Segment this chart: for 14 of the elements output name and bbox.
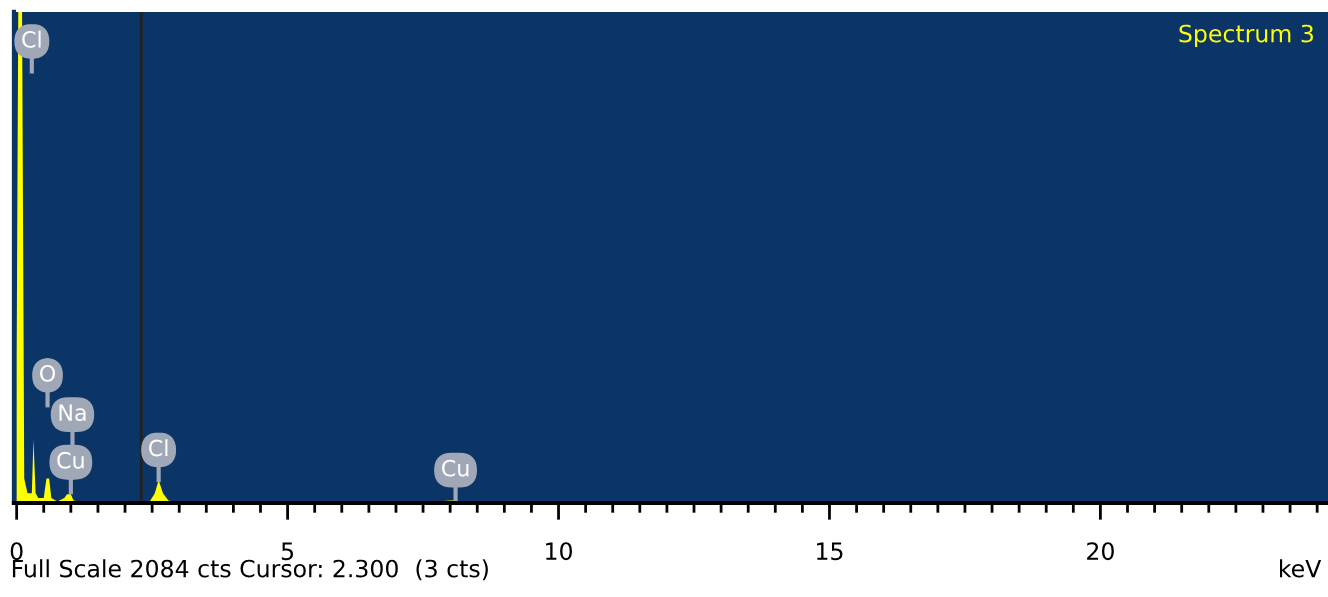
annotation: Cl xyxy=(22,30,41,48)
text: Spectrum 3 xyxy=(1179,24,1313,48)
annotation: Cu xyxy=(442,459,469,477)
annotation: Cl xyxy=(149,439,168,457)
annotation: Cu xyxy=(57,451,84,469)
x-tick-label: 10 xyxy=(546,542,572,561)
annotation: O xyxy=(40,364,56,382)
annotation: Na xyxy=(59,404,86,422)
text: Full Scale 2084 cts Cursor: 2.300 (3 cts) xyxy=(12,559,488,581)
x-tick-label: 20 xyxy=(1087,542,1114,561)
x-tick-label: 0 xyxy=(10,542,23,561)
x-axis-title: keV xyxy=(1280,559,1322,578)
x-tick-label: 15 xyxy=(817,542,843,561)
x-tick-label: 5 xyxy=(281,542,294,561)
